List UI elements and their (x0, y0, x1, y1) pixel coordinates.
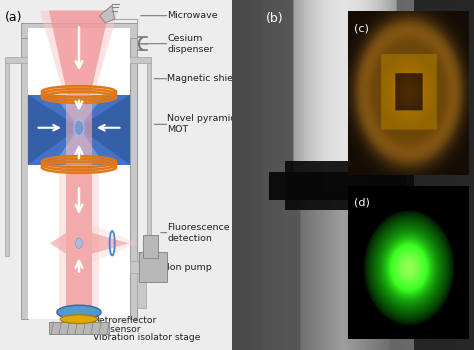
Text: Cesium
dispenser: Cesium dispenser (167, 34, 214, 54)
Bar (28, 94, 130, 164)
Polygon shape (40, 10, 118, 94)
Bar (58, 164, 100, 322)
Bar (5, 63, 9, 256)
Text: Retroreflector: Retroreflector (93, 316, 156, 325)
Text: (d): (d) (355, 198, 370, 208)
Polygon shape (54, 128, 104, 164)
Bar (285, 161, 406, 210)
Text: (c): (c) (355, 24, 369, 34)
Circle shape (75, 238, 82, 248)
Polygon shape (92, 224, 138, 262)
Bar (268, 172, 413, 200)
Bar (28, 28, 130, 318)
Bar (66, 164, 92, 322)
Bar (413, 0, 474, 350)
Text: Novel pyramidal
MOT: Novel pyramidal MOT (167, 114, 245, 134)
Circle shape (74, 120, 84, 135)
Bar (49, 322, 109, 334)
Polygon shape (100, 5, 115, 23)
Text: Ion pump: Ion pump (167, 263, 212, 272)
Bar (139, 252, 167, 282)
Bar (137, 252, 146, 308)
Bar (130, 261, 139, 273)
Polygon shape (50, 233, 66, 254)
Polygon shape (92, 233, 129, 254)
Ellipse shape (60, 315, 98, 323)
Bar (21, 23, 137, 38)
Ellipse shape (42, 157, 116, 173)
Polygon shape (54, 94, 104, 128)
Bar (147, 63, 151, 256)
Text: Fluorescence
detection: Fluorescence detection (167, 223, 230, 243)
Bar (143, 235, 158, 258)
Polygon shape (79, 94, 130, 164)
Text: Tilt sensor: Tilt sensor (93, 324, 140, 334)
Text: $\mathbf{k}_2$: $\mathbf{k}_2$ (43, 257, 57, 271)
Polygon shape (49, 10, 109, 94)
Bar (5, 57, 151, 63)
Bar (21, 28, 28, 318)
Text: (b): (b) (266, 12, 284, 25)
Bar (130, 28, 137, 318)
Polygon shape (28, 94, 79, 164)
Text: Microwave: Microwave (167, 11, 218, 20)
Text: (a): (a) (5, 10, 22, 23)
Text: $\mathbf{k}_1$: $\mathbf{k}_1$ (43, 198, 57, 212)
Bar (66, 94, 92, 164)
Ellipse shape (57, 305, 101, 319)
Ellipse shape (42, 87, 116, 102)
Text: Vibration isolator stage: Vibration isolator stage (93, 333, 201, 342)
Text: Magnetic shield: Magnetic shield (167, 74, 242, 83)
